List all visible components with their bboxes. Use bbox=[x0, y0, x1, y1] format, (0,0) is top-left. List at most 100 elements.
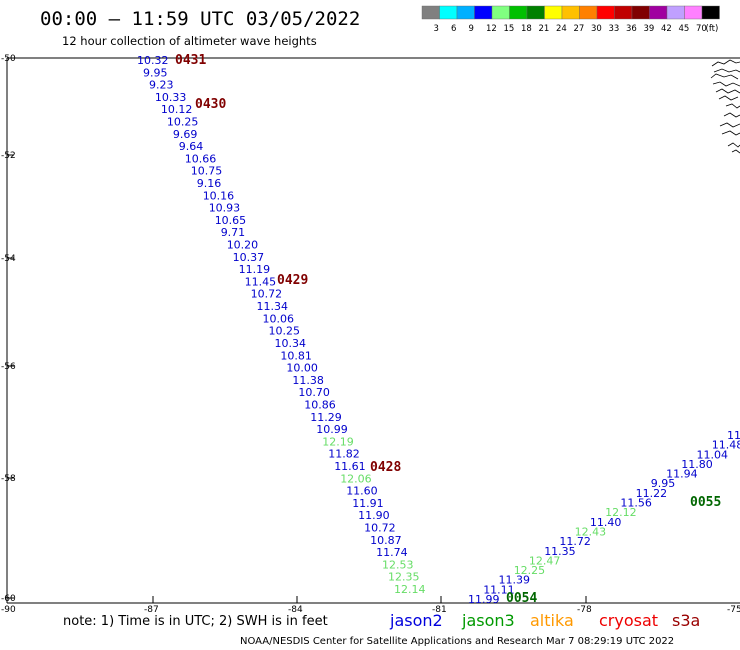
lon-label: -81 bbox=[432, 605, 447, 615]
lat-label: -58 bbox=[1, 474, 16, 484]
wave-height-label: 10.86 bbox=[304, 399, 336, 412]
legend-swatch bbox=[544, 5, 563, 20]
legend-swatch bbox=[614, 5, 633, 20]
legend-swatch bbox=[491, 5, 510, 20]
wave-height-label: 10.66 bbox=[185, 152, 217, 165]
pass-time-label: 0430 bbox=[195, 97, 226, 112]
wave-height-label: 11.48 bbox=[712, 439, 740, 452]
units-note: note: 1) Time is in UTC; 2) SWH is in fe… bbox=[63, 614, 328, 629]
wave-height-label: 10.87 bbox=[370, 534, 402, 547]
legend-swatch bbox=[509, 5, 528, 20]
lon-label: -75 bbox=[727, 605, 740, 615]
legend-swatch bbox=[474, 5, 493, 20]
wave-height-label: 11.38 bbox=[292, 374, 324, 387]
lon-label: -84 bbox=[288, 605, 303, 615]
wave-height-label: 10.25 bbox=[269, 325, 301, 338]
legend-label: 39 bbox=[644, 24, 655, 34]
wave-height-label: 11.19 bbox=[239, 263, 271, 276]
wave-height-label: 9.23 bbox=[149, 79, 174, 92]
wave-height-label: 10.25 bbox=[167, 116, 199, 129]
legend-label: 18 bbox=[521, 24, 532, 34]
lon-label: -87 bbox=[144, 605, 159, 615]
wave-height-label: 12.19 bbox=[322, 435, 354, 448]
legend-swatch bbox=[631, 5, 650, 20]
wave-height-label: 11.35 bbox=[544, 545, 576, 558]
wave-height-label: 9.95 bbox=[651, 477, 676, 490]
legend-swatch bbox=[561, 5, 580, 20]
altimeter-track-ascending: 11.9911.1111.3912.2512.4711.3511.7212.43… bbox=[468, 429, 740, 606]
legend-label: (ft) bbox=[706, 24, 719, 34]
legend-label: 12 bbox=[486, 24, 497, 34]
legend-swatch bbox=[439, 5, 458, 20]
legend-swatch bbox=[456, 5, 475, 20]
wave-height-label: 10.65 bbox=[215, 214, 247, 227]
map-frame bbox=[6, 57, 740, 604]
wave-height-label: 10.32 bbox=[137, 54, 169, 67]
lat-label: -50 bbox=[1, 54, 16, 64]
wave-height-label: 11.99 bbox=[468, 593, 500, 606]
wave-height-label: 12.25 bbox=[514, 564, 546, 577]
wave-height-label: 11.56 bbox=[620, 497, 652, 510]
map-subtitle: 12 hour collection of altimeter wave hei… bbox=[62, 34, 317, 48]
wave-height-label: 12.14 bbox=[394, 583, 426, 596]
legend-label: 27 bbox=[574, 24, 585, 34]
wave-height-label: 11.04 bbox=[697, 448, 729, 461]
wave-height-label: 10.37 bbox=[233, 251, 265, 264]
satellite-name: jason2 bbox=[389, 611, 443, 630]
wave-height-label: 10.12 bbox=[161, 103, 193, 116]
wave-height-label: 9.16 bbox=[197, 177, 222, 190]
legend-label: 42 bbox=[661, 24, 672, 34]
lat-label: -54 bbox=[1, 254, 16, 264]
wave-height-label: 11.91 bbox=[352, 497, 384, 510]
legend-swatch bbox=[684, 5, 703, 20]
wave-height-label: 12.53 bbox=[382, 558, 414, 571]
wave-height-label: 9.71 bbox=[221, 226, 246, 239]
wave-height-label: 9.95 bbox=[143, 66, 168, 79]
wave-height-label: 12.06 bbox=[340, 472, 372, 485]
wave-height-label: 11.74 bbox=[376, 546, 408, 559]
pass-time-label: 0054 bbox=[506, 591, 537, 606]
wave-height-label: 11.82 bbox=[328, 448, 360, 461]
altimeter-track-descending: 10.329.959.2310.3310.1210.259.699.6410.6… bbox=[137, 54, 426, 596]
satellite-name: cryosat bbox=[599, 611, 658, 630]
credit-line: NOAA/NESDIS Center for Satellite Applica… bbox=[240, 636, 674, 647]
wave-height-label: 10.72 bbox=[251, 288, 283, 301]
wave-height-label: 10.81 bbox=[280, 349, 312, 362]
wave-height-label: 12.43 bbox=[575, 526, 607, 539]
wave-height-label: 9.64 bbox=[179, 140, 204, 153]
satellite-name: jason3 bbox=[461, 611, 515, 630]
legend-swatch bbox=[666, 5, 685, 20]
legend-swatch bbox=[421, 5, 440, 20]
legend-label: 45 bbox=[679, 24, 690, 34]
pass-time-label: 0431 bbox=[175, 53, 206, 68]
wave-height-label: 10.72 bbox=[364, 522, 396, 535]
wave-height-label: 11.61 bbox=[334, 460, 366, 473]
wave-height-label: 11.11 bbox=[483, 583, 515, 596]
lat-label: -52 bbox=[1, 151, 16, 161]
wave-height-label: 10.93 bbox=[209, 202, 241, 215]
wave-height-label: 11.60 bbox=[346, 485, 378, 498]
legend-label: 6 bbox=[451, 24, 456, 34]
wave-height-label: 10.06 bbox=[263, 312, 295, 325]
legend-label: 24 bbox=[556, 24, 567, 34]
legend-swatch bbox=[526, 5, 545, 20]
pass-time-label: 0429 bbox=[277, 273, 308, 288]
legend-label: 21 bbox=[539, 24, 550, 34]
legend-swatch bbox=[596, 5, 615, 20]
legend-label: 15 bbox=[504, 24, 515, 34]
wave-height-label: 10.70 bbox=[298, 386, 330, 399]
wave-height-label: 11.29 bbox=[310, 411, 342, 424]
wave-height-label: 11.39 bbox=[499, 574, 531, 587]
wave-height-label: 10.34 bbox=[275, 337, 307, 350]
wave-height-label: 12.12 bbox=[605, 506, 637, 519]
wave-height-label: 11.45 bbox=[245, 275, 277, 288]
coastline bbox=[710, 59, 740, 154]
legend-label: 70 bbox=[696, 24, 707, 34]
wave-height-label: 10.20 bbox=[227, 239, 259, 252]
wave-height-label: 10.16 bbox=[203, 189, 235, 202]
legend-label: 30 bbox=[591, 24, 602, 34]
wave-height-label: 11.4 bbox=[727, 429, 740, 442]
legend-swatch bbox=[579, 5, 598, 20]
wave-height-label: 12.47 bbox=[529, 554, 561, 567]
satellite-name: altika bbox=[530, 611, 574, 630]
